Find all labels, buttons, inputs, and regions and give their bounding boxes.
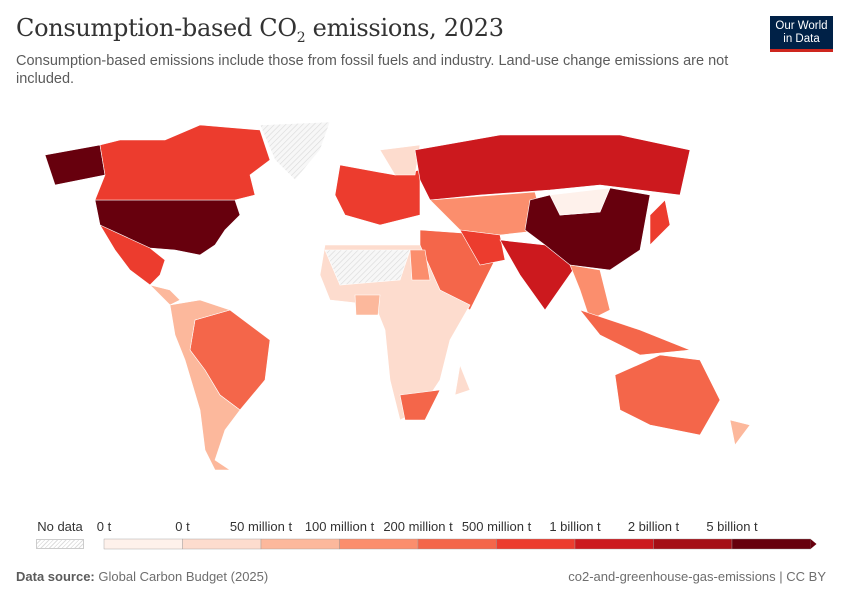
- world-map: United StatesAlaska (US)CanadaGreenlandM…: [44, 121, 751, 471]
- owid-logo[interactable]: Our World in Data: [770, 16, 833, 52]
- page-title: Consumption-based CO2 emissions, 2023: [16, 14, 504, 46]
- country-mainland-southeast-asia[interactable]: Mainland Southeast Asia: [569, 264, 611, 321]
- title-subscript: 2: [296, 29, 306, 46]
- legend-label: 100 million t: [304, 519, 375, 534]
- legend-bin[interactable]: [182, 538, 262, 550]
- legend-label: 0 t: [175, 519, 190, 534]
- legend-no-data-swatch: [36, 539, 84, 549]
- country-central-america[interactable]: Central America: [149, 284, 181, 306]
- legend-label: 50 million t: [229, 519, 293, 534]
- country-madagascar[interactable]: Madagascar: [454, 363, 471, 396]
- country-russia[interactable]: Russia: [414, 134, 691, 201]
- data-source: Data source: Global Carbon Budget (2025): [16, 569, 268, 584]
- legend-bin[interactable]: [260, 538, 340, 550]
- country-greenland[interactable]: Greenland: [259, 121, 331, 181]
- country-egypt[interactable]: Egypt: [409, 249, 431, 281]
- country-alaska-us-[interactable]: Alaska (US): [44, 144, 106, 186]
- legend-label: 5 billion t: [706, 519, 758, 534]
- country-south-africa[interactable]: South Africa: [399, 389, 441, 421]
- country-japan[interactable]: Japan: [649, 199, 671, 246]
- legend-arrow: [810, 539, 817, 549]
- country-iran[interactable]: Iran: [459, 229, 506, 266]
- country-scandinavia[interactable]: Scandinavia: [379, 144, 421, 176]
- country-sahara-region[interactable]: Sahara region: [324, 249, 411, 286]
- country-central-asia[interactable]: Central Asia: [429, 191, 546, 236]
- footer-slug[interactable]: co2-and-greenhouse-gas-emissions | CC BY: [568, 569, 826, 584]
- logo-line1: Our World: [775, 20, 828, 32]
- logo-line2: in Data: [783, 33, 820, 45]
- legend-label: 0 t: [96, 519, 112, 534]
- legend-bin[interactable]: [574, 538, 654, 550]
- legend-bin[interactable]: [653, 538, 733, 550]
- country-australia[interactable]: Australia: [614, 354, 721, 436]
- legend-label: 2 billion t: [627, 519, 680, 534]
- legend-label: 200 million t: [383, 519, 453, 534]
- country-mexico[interactable]: Mexico: [99, 224, 166, 286]
- country-nigeria[interactable]: Nigeria: [354, 294, 381, 316]
- legend-bin[interactable]: [417, 538, 497, 550]
- title-text: Consumption-based CO: [16, 14, 297, 42]
- country-indonesia[interactable]: Indonesia: [579, 309, 691, 356]
- country-india[interactable]: India: [499, 239, 581, 311]
- subtitle: Consumption-based emissions include thos…: [16, 53, 729, 87]
- legend-bin[interactable]: [731, 538, 811, 550]
- legend-bin[interactable]: [496, 538, 576, 550]
- source-label: Data source:: [16, 569, 95, 584]
- legend-label: 500 million t: [461, 519, 532, 534]
- legend-bin[interactable]: [339, 538, 419, 550]
- legend-no-data-label: No data: [37, 519, 83, 534]
- country-new-zealand[interactable]: New Zealand: [729, 419, 751, 446]
- legend-label: 1 billion t: [549, 519, 601, 534]
- legend-color-bar: [103, 538, 817, 550]
- source-link[interactable]: Global Carbon Budget (2025): [98, 569, 269, 584]
- title-year: emissions, 2023: [305, 14, 504, 42]
- country-rest-of-south-america[interactable]: Rest of South America: [169, 299, 241, 471]
- country-mongolia[interactable]: Mongolia: [549, 187, 611, 216]
- country-canada[interactable]: Canada: [94, 124, 271, 201]
- legend-bin[interactable]: [103, 538, 183, 550]
